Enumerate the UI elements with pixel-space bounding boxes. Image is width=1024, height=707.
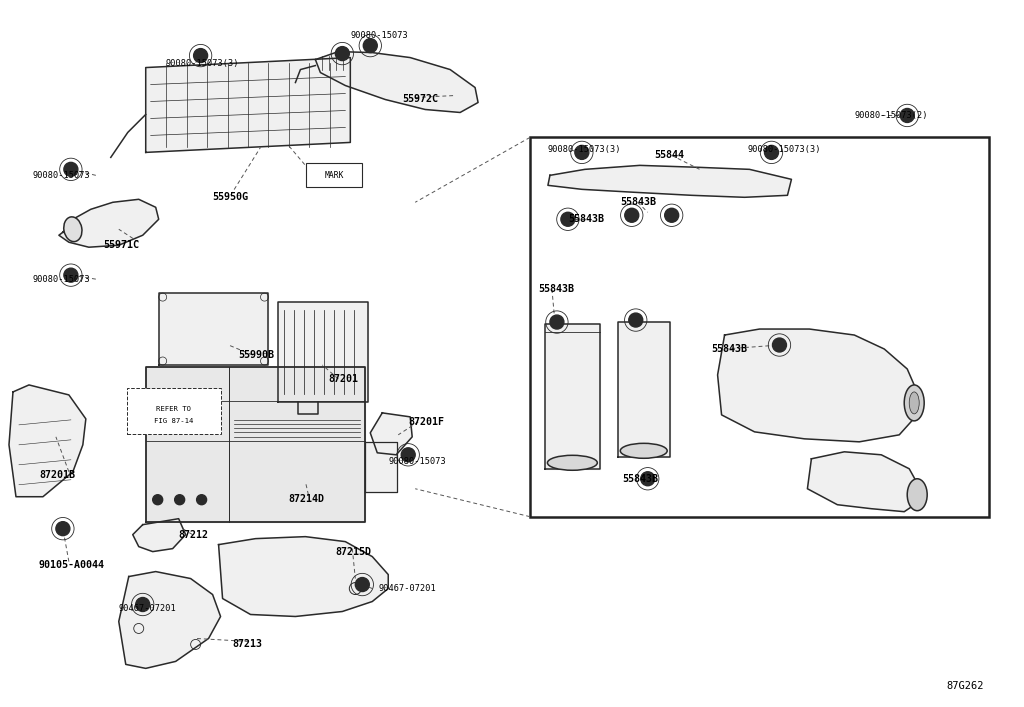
Circle shape — [641, 472, 654, 486]
Polygon shape — [315, 52, 478, 112]
Circle shape — [153, 495, 163, 505]
Polygon shape — [366, 442, 397, 492]
Circle shape — [550, 315, 564, 329]
FancyBboxPatch shape — [306, 163, 362, 187]
Circle shape — [665, 209, 679, 222]
Text: 90467-07201: 90467-07201 — [119, 604, 176, 613]
Circle shape — [136, 597, 150, 612]
Text: 90467-07201: 90467-07201 — [378, 584, 436, 593]
Text: 55843B: 55843B — [712, 344, 748, 354]
Text: 55990B: 55990B — [239, 350, 274, 360]
Polygon shape — [279, 302, 369, 402]
Text: 55843B: 55843B — [568, 214, 604, 224]
Polygon shape — [548, 165, 792, 197]
Circle shape — [175, 495, 184, 505]
Text: REFER TO: REFER TO — [157, 406, 191, 412]
Text: 87212: 87212 — [178, 530, 209, 539]
Text: 87201: 87201 — [329, 374, 358, 384]
Text: MARK: MARK — [325, 171, 345, 180]
Polygon shape — [617, 322, 670, 457]
Circle shape — [194, 49, 208, 63]
Circle shape — [401, 448, 415, 462]
Polygon shape — [807, 452, 920, 512]
Polygon shape — [59, 199, 159, 247]
Text: FIG 87-14: FIG 87-14 — [154, 418, 194, 424]
Polygon shape — [718, 329, 918, 442]
Polygon shape — [145, 57, 350, 153]
FancyBboxPatch shape — [127, 388, 220, 434]
Text: 87201F: 87201F — [409, 417, 444, 427]
Circle shape — [574, 146, 589, 159]
Circle shape — [63, 268, 78, 282]
Text: 87201B: 87201B — [39, 469, 75, 480]
Ellipse shape — [907, 479, 927, 510]
Polygon shape — [545, 324, 600, 469]
Text: 90080-15073: 90080-15073 — [33, 171, 91, 180]
Text: 55950G: 55950G — [213, 192, 249, 202]
Text: 55971C: 55971C — [102, 240, 139, 250]
Ellipse shape — [63, 217, 82, 242]
Circle shape — [56, 522, 70, 536]
Text: 90080-15073: 90080-15073 — [33, 274, 91, 284]
Circle shape — [335, 47, 349, 61]
Text: 90080-15073(3): 90080-15073(3) — [548, 145, 622, 154]
Ellipse shape — [548, 455, 597, 470]
Circle shape — [772, 338, 786, 352]
Ellipse shape — [909, 392, 920, 414]
Circle shape — [63, 163, 78, 176]
Text: 90080-15073(3): 90080-15073(3) — [748, 145, 821, 154]
Text: 55843B: 55843B — [622, 474, 657, 484]
Polygon shape — [371, 413, 413, 455]
Text: 90080-15073: 90080-15073 — [350, 31, 409, 40]
Circle shape — [197, 495, 207, 505]
Text: 87214D: 87214D — [289, 493, 325, 503]
Circle shape — [561, 212, 574, 226]
Circle shape — [625, 209, 639, 222]
Circle shape — [900, 108, 914, 122]
Polygon shape — [218, 537, 388, 617]
Circle shape — [629, 313, 643, 327]
Circle shape — [364, 39, 377, 52]
Text: 55843B: 55843B — [538, 284, 573, 294]
Ellipse shape — [904, 385, 925, 421]
Polygon shape — [119, 571, 220, 668]
Text: 87213: 87213 — [232, 639, 262, 650]
Bar — [530, 137, 989, 517]
Text: 90080-15073: 90080-15073 — [388, 457, 446, 467]
Polygon shape — [159, 293, 268, 365]
Text: 87G262: 87G262 — [946, 682, 984, 691]
Polygon shape — [133, 519, 185, 551]
Polygon shape — [145, 367, 366, 522]
Text: 87215D: 87215D — [335, 547, 372, 556]
Ellipse shape — [621, 443, 668, 458]
Text: 55972C: 55972C — [402, 95, 438, 105]
Circle shape — [765, 146, 778, 159]
Circle shape — [355, 578, 370, 592]
Text: 55843B: 55843B — [620, 197, 655, 207]
Text: 90080-15073(3): 90080-15073(3) — [166, 59, 240, 68]
Text: 90105-A0044: 90105-A0044 — [39, 559, 104, 570]
Text: 90080-15073(2): 90080-15073(2) — [854, 111, 928, 120]
Polygon shape — [9, 385, 86, 497]
Text: 55844: 55844 — [654, 151, 685, 160]
